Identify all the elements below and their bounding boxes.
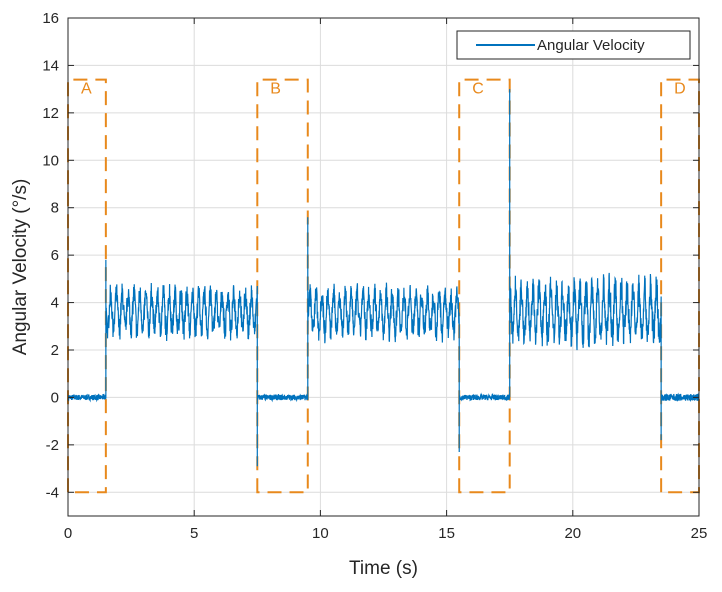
region-label-b: B — [270, 81, 281, 98]
plot-frame — [67, 17, 700, 517]
legend-label: Angular Velocity — [537, 37, 645, 54]
x-tick-label: 5 — [190, 525, 198, 542]
region-label-a: A — [81, 81, 92, 98]
x-tick-label: 20 — [564, 525, 581, 542]
series-line — [67, 89, 700, 467]
legend: Angular Velocity — [456, 30, 691, 60]
axis-ticks: 0 5 10 15 20 25 -4 -2 0 2 4 6 8 10 12 14 16 — [42, 10, 707, 542]
y-tick-label: 6 — [51, 247, 59, 264]
x-tick-label: 15 — [438, 525, 455, 542]
y-tick-label: 2 — [51, 342, 59, 359]
y-tick-label: 10 — [42, 152, 59, 169]
y-tick-label: 14 — [42, 57, 59, 74]
grid — [67, 17, 700, 516]
y-axis-title: Angular Velocity (°/s) — [10, 179, 31, 356]
x-tick-label: 0 — [64, 525, 72, 542]
y-tick-label: -2 — [46, 437, 59, 454]
y-tick-label: 16 — [42, 10, 59, 27]
region-label-d: D — [674, 81, 686, 98]
y-tick-label: 0 — [51, 389, 59, 406]
y-tick-label: 8 — [51, 200, 59, 217]
x-axis-title: Time (s) — [349, 558, 418, 579]
region-box-a — [67, 78, 107, 494]
region-box-b — [256, 78, 309, 494]
region-box-c — [458, 78, 511, 494]
y-tick-label: 4 — [51, 295, 59, 312]
x-tick-label: 10 — [312, 525, 329, 542]
series-layer — [67, 89, 700, 467]
region-label-c: C — [472, 81, 484, 98]
region-box-d — [660, 78, 700, 494]
x-tick-label: 25 — [691, 525, 708, 542]
y-tick-label: -4 — [46, 484, 59, 501]
y-tick-label: 12 — [42, 105, 59, 122]
